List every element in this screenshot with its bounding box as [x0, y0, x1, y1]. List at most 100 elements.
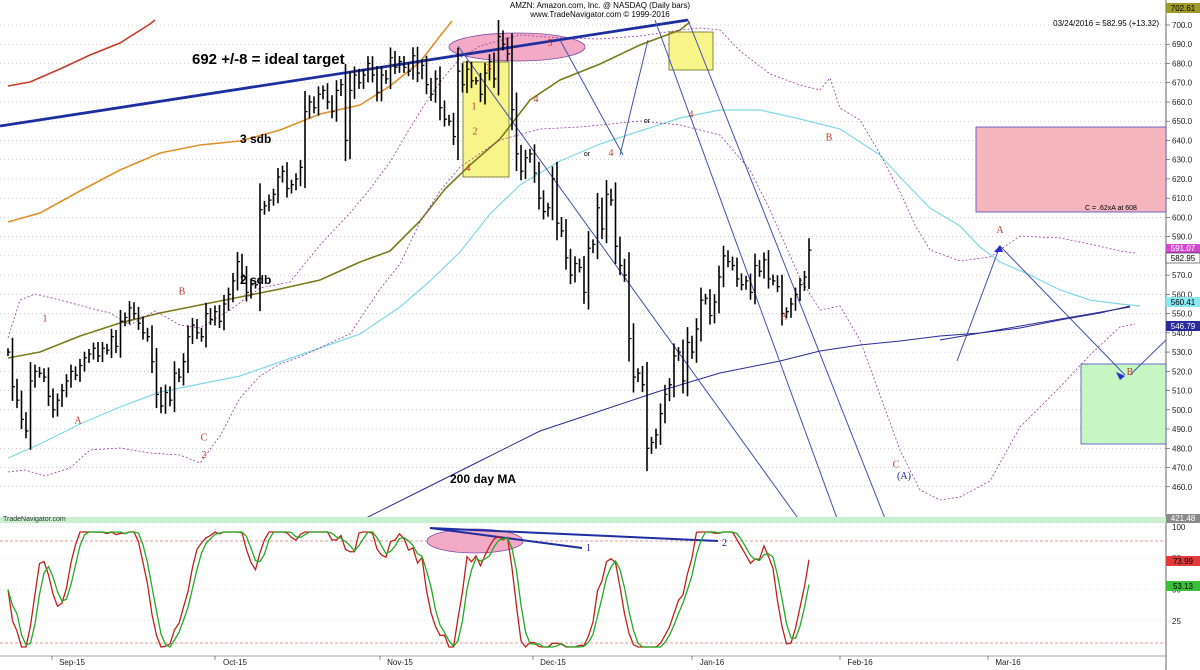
price-bar — [326, 83, 330, 110]
badge-bottom: 421.48 — [1171, 514, 1196, 523]
price-bar — [745, 275, 749, 290]
price-bar — [335, 80, 339, 122]
chart-copyright: www.TradeNavigator.com © 1999-2016 — [529, 10, 670, 19]
price-bar — [160, 387, 164, 414]
price-bar — [587, 231, 591, 310]
price-bar — [218, 304, 222, 329]
price-bar — [430, 77, 434, 101]
price-bar — [556, 161, 560, 241]
price-bar — [475, 76, 479, 85]
price-bar — [200, 327, 204, 342]
price-bar — [623, 258, 627, 282]
price-bar — [457, 47, 461, 161]
x-tick-label: Sep-15 — [59, 658, 85, 667]
price-bar — [412, 47, 416, 80]
target-annotation: 692 +/-8 = ideal target — [192, 51, 345, 68]
price-tick-label: 670.0 — [1172, 79, 1193, 88]
price-bar — [790, 297, 794, 318]
price-bar — [416, 46, 420, 83]
price-tick-label: 610.0 — [1172, 194, 1193, 203]
upper-channel-orange — [7, 20, 453, 223]
price-bar — [155, 348, 159, 409]
stochastic-d — [7, 531, 810, 648]
price-bar — [722, 245, 726, 288]
badge-last: 582.95 — [1171, 254, 1196, 263]
osc-trend-label-1: 1 — [586, 543, 591, 554]
price-tick-label: 500.0 — [1172, 406, 1193, 415]
price-bar — [466, 60, 470, 94]
price-bar — [619, 236, 623, 276]
arrowhead-a — [994, 245, 1003, 252]
price-bar — [376, 65, 380, 102]
price-bar — [56, 393, 60, 417]
price-bar — [718, 265, 722, 314]
price-bar — [803, 270, 807, 291]
badge-ma-blue: 546.79 — [1171, 322, 1196, 331]
ma200-label: 200 day MA — [450, 472, 516, 486]
price-bar — [754, 253, 758, 305]
price-bar — [362, 68, 366, 89]
big-resistance-trendline — [0, 18, 689, 128]
price-bar — [389, 47, 393, 90]
price-bar — [349, 71, 353, 160]
wave-label: or — [584, 151, 591, 158]
price-bar — [88, 349, 92, 363]
price-bar — [637, 368, 641, 383]
price-bar — [610, 188, 614, 206]
price-bar — [371, 56, 375, 83]
wave-label: 4 — [689, 109, 694, 120]
osc-trendline-2 — [429, 527, 719, 542]
price-bar — [740, 273, 744, 291]
wave-label: 2 — [473, 127, 478, 138]
upper-channel-red — [7, 19, 156, 87]
price-tick-label: 460.0 — [1172, 483, 1193, 492]
price-bar — [92, 342, 96, 360]
price-bar — [601, 197, 605, 240]
wave-box-dec — [668, 31, 714, 71]
price-bar — [709, 289, 713, 325]
price-bar — [11, 337, 15, 401]
price-bar — [655, 428, 659, 449]
price-bar — [628, 252, 632, 362]
price-tick-label: 700.0 — [1172, 21, 1193, 30]
price-bar — [367, 56, 371, 83]
neckline — [939, 306, 1131, 341]
wave-label: A — [996, 225, 1004, 236]
price-bar — [304, 90, 308, 188]
price-bar — [196, 318, 200, 339]
price-bar — [20, 390, 24, 430]
price-bar — [245, 266, 249, 302]
wave-label: B — [1127, 367, 1134, 378]
price-bar — [632, 323, 636, 393]
price-bar — [250, 278, 254, 299]
last-quote: 03/24/2016 = 582.95 (+13.32) — [1053, 19, 1159, 28]
price-tick-label: 480.0 — [1172, 444, 1193, 453]
price-bar — [767, 250, 771, 289]
price-bar — [137, 306, 141, 330]
price-bar — [47, 367, 51, 406]
badge-bb-upper: 591.07 — [1171, 244, 1196, 253]
x-tick-label: Feb-16 — [847, 658, 873, 667]
wave-label: B — [826, 132, 833, 143]
price-bar — [502, 30, 506, 51]
price-bar — [119, 309, 123, 358]
sdb3-label: 3 sdb — [240, 132, 271, 146]
price-tick-label: 640.0 — [1172, 136, 1193, 145]
price-tick-label: 470.0 — [1172, 464, 1193, 473]
price-bar — [614, 182, 618, 264]
price-bar — [182, 353, 186, 386]
price-bar — [7, 348, 11, 356]
price-bar — [511, 33, 515, 131]
price-bar — [169, 386, 173, 407]
badge-top: 702.61 — [1171, 4, 1196, 13]
price-bar — [286, 162, 290, 198]
price-bar — [776, 275, 780, 293]
ma-200-blue — [359, 305, 1131, 522]
price-bar — [425, 55, 429, 95]
price-bar — [794, 287, 798, 311]
price-bar — [173, 361, 177, 413]
price-tick-label: 550.0 — [1172, 310, 1193, 319]
wave-label: 1 — [472, 102, 477, 113]
